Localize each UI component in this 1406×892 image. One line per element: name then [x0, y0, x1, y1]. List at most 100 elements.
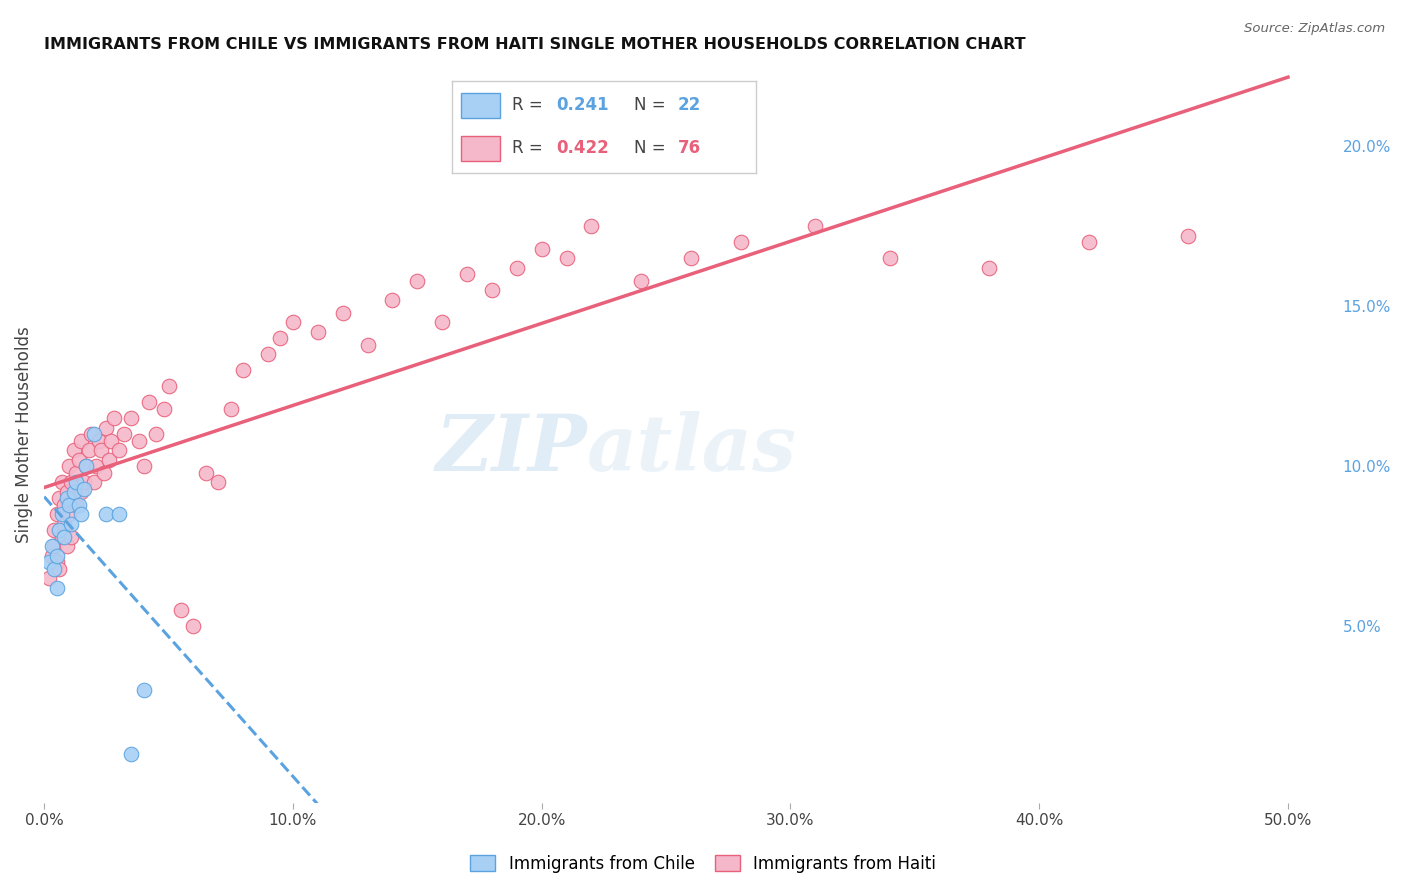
- Point: [48, 524, 70, 538]
- Point: [232, 363, 254, 377]
- Point: [58, 508, 80, 522]
- Point: [120, 411, 142, 425]
- Point: [60, 530, 83, 544]
- Point: [70, 508, 93, 522]
- Point: [107, 443, 129, 458]
- Point: [183, 619, 205, 633]
- Point: [63, 484, 86, 499]
- Point: [112, 427, 135, 442]
- Point: [90, 443, 112, 458]
- Point: [145, 427, 167, 442]
- Point: [45, 581, 67, 595]
- Point: [38, 571, 60, 585]
- Point: [51, 475, 73, 490]
- Point: [406, 273, 429, 287]
- Point: [194, 466, 217, 480]
- Point: [42, 562, 65, 576]
- Point: [55, 484, 77, 499]
- Point: [381, 293, 404, 307]
- Point: [60, 475, 83, 490]
- Point: [63, 491, 86, 506]
- Text: IMMIGRANTS FROM CHILE VS IMMIGRANTS FROM HAITI SINGLE MOTHER HOUSEHOLDS CORRELAT: IMMIGRANTS FROM CHILE VS IMMIGRANTS FROM…: [44, 37, 1026, 53]
- Point: [41, 539, 63, 553]
- Point: [55, 539, 77, 553]
- Point: [120, 747, 142, 762]
- Point: [87, 434, 110, 448]
- Point: [73, 475, 96, 490]
- Point: [581, 219, 603, 233]
- Point: [97, 453, 120, 467]
- Point: [170, 603, 193, 617]
- Point: [53, 498, 76, 512]
- Text: Source: ZipAtlas.com: Source: ZipAtlas.com: [1244, 22, 1385, 36]
- Point: [42, 539, 65, 553]
- Point: [42, 524, 65, 538]
- Legend: Immigrants from Chile, Immigrants from Haiti: Immigrants from Chile, Immigrants from H…: [464, 848, 942, 880]
- Point: [55, 491, 77, 506]
- Point: [132, 683, 155, 698]
- Point: [70, 484, 93, 499]
- Point: [481, 283, 503, 297]
- Point: [128, 434, 150, 448]
- Point: [45, 555, 67, 569]
- Point: [132, 459, 155, 474]
- Point: [307, 325, 329, 339]
- Point: [75, 459, 97, 474]
- Point: [41, 549, 63, 563]
- Point: [269, 331, 291, 345]
- Point: [219, 401, 242, 416]
- Point: [65, 475, 87, 490]
- Point: [77, 443, 100, 458]
- Point: [356, 337, 378, 351]
- Point: [96, 421, 118, 435]
- Point: [281, 315, 304, 329]
- Point: [1078, 235, 1101, 249]
- Point: [679, 251, 702, 265]
- Point: [45, 508, 67, 522]
- Point: [65, 498, 87, 512]
- Point: [53, 530, 76, 544]
- Point: [1177, 228, 1199, 243]
- Point: [67, 498, 90, 512]
- Point: [80, 427, 103, 442]
- Point: [65, 466, 87, 480]
- Point: [86, 459, 108, 474]
- Point: [38, 555, 60, 569]
- Y-axis label: Single Mother Households: Single Mother Households: [15, 326, 32, 542]
- Point: [73, 482, 96, 496]
- Point: [257, 347, 280, 361]
- Point: [67, 453, 90, 467]
- Point: [979, 260, 1001, 275]
- Point: [157, 379, 180, 393]
- Point: [51, 530, 73, 544]
- Point: [48, 562, 70, 576]
- Point: [96, 508, 118, 522]
- Point: [530, 242, 553, 256]
- Point: [138, 395, 160, 409]
- Point: [430, 315, 453, 329]
- Point: [103, 411, 125, 425]
- Point: [75, 459, 97, 474]
- Point: [730, 235, 752, 249]
- Point: [83, 427, 105, 442]
- Point: [58, 498, 80, 512]
- Point: [60, 516, 83, 531]
- Point: [332, 305, 354, 319]
- Point: [630, 273, 652, 287]
- Point: [83, 475, 105, 490]
- Point: [100, 434, 122, 448]
- Point: [51, 508, 73, 522]
- Point: [53, 516, 76, 531]
- Point: [93, 466, 115, 480]
- Point: [107, 508, 129, 522]
- Text: ZIP: ZIP: [436, 410, 588, 487]
- Point: [506, 260, 529, 275]
- Point: [207, 475, 229, 490]
- Point: [555, 251, 578, 265]
- Point: [58, 459, 80, 474]
- Point: [879, 251, 901, 265]
- Text: atlas: atlas: [588, 410, 797, 487]
- Point: [45, 549, 67, 563]
- Point: [456, 267, 478, 281]
- Point: [63, 443, 86, 458]
